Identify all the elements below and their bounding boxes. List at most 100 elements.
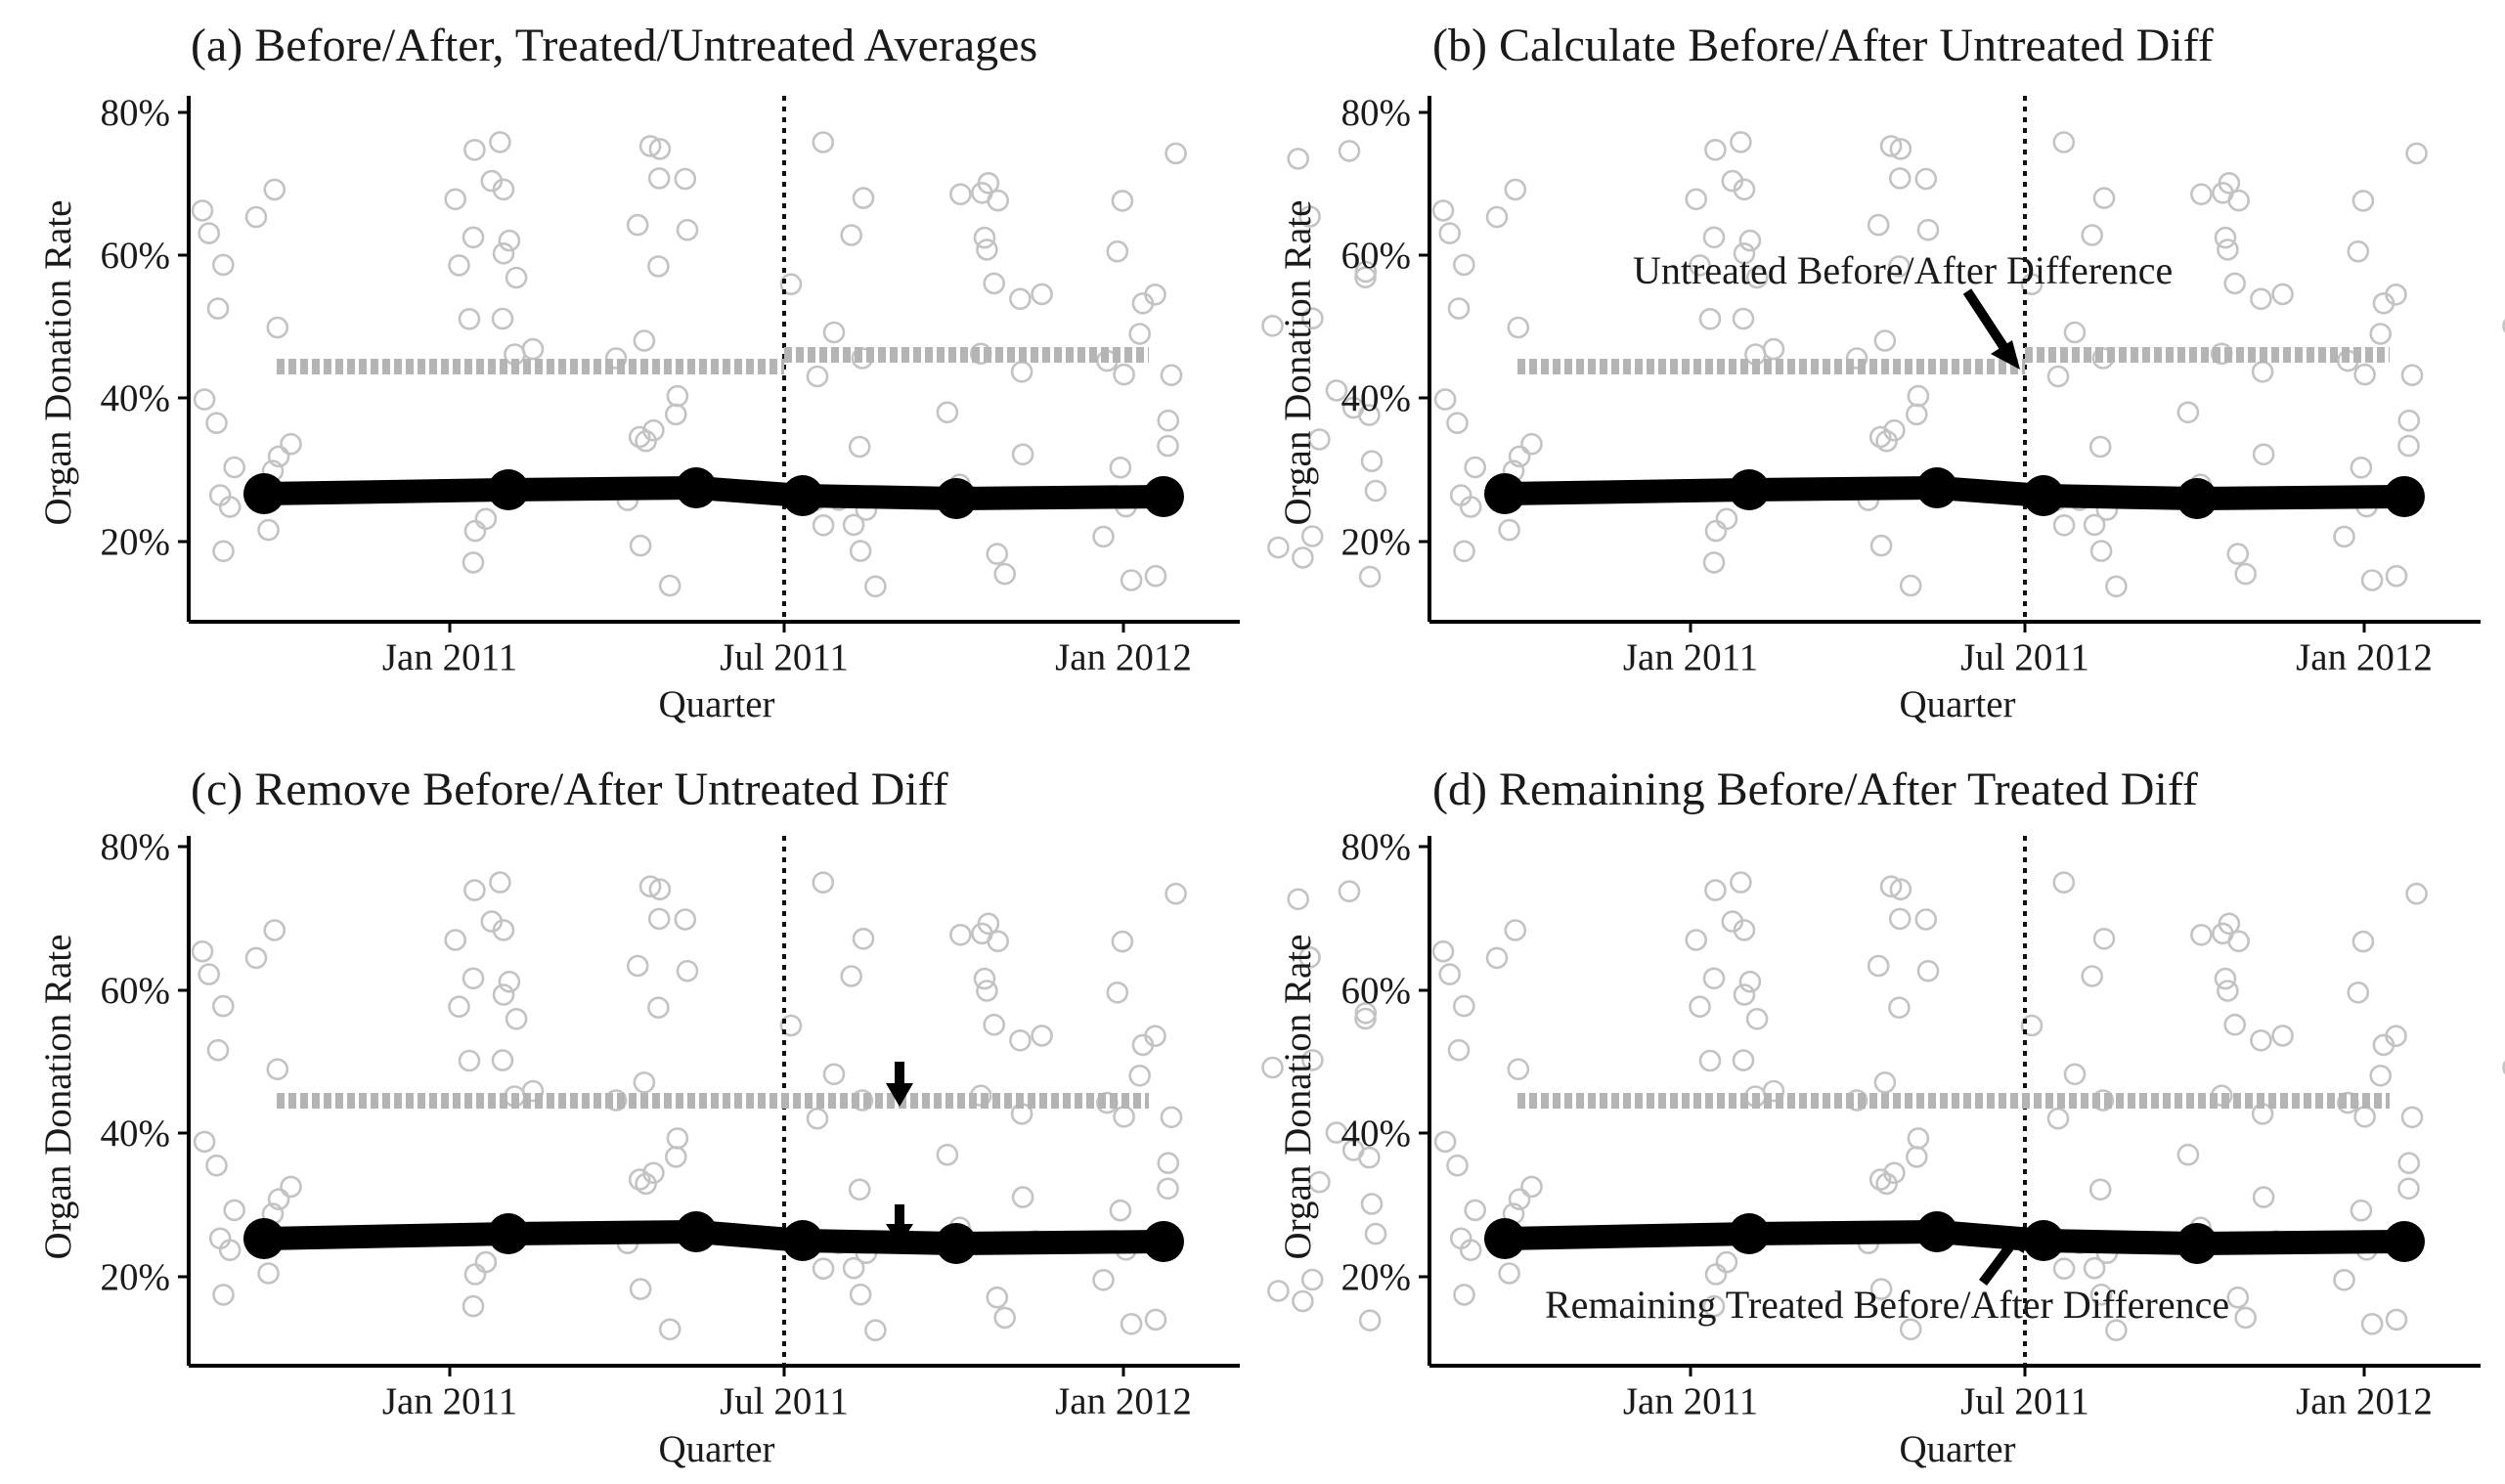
observation-point (1092, 525, 1115, 548)
observation-point (1868, 425, 1892, 449)
observation-point (2052, 131, 2076, 153)
panel-a-ytick-60: 60% (101, 235, 171, 277)
observation-point (461, 1294, 485, 1318)
observation-point (206, 1038, 230, 1062)
observation-point (976, 239, 998, 261)
observation-point (676, 218, 699, 241)
panel-a-treated-dot-6 (1143, 476, 1184, 517)
panel-d-ytick-60: 60% (1341, 970, 1412, 1012)
panel-b-treated-dot-6 (2384, 476, 2425, 517)
observation-point (1738, 970, 1762, 993)
observation-point (1732, 307, 1755, 330)
observation-point (266, 316, 289, 339)
observation-point (1906, 403, 1928, 426)
panel-d-ytick-80: 80% (1341, 826, 1412, 868)
observation-point (1431, 939, 1455, 963)
observation-point (1360, 1193, 1384, 1215)
observation-point (1498, 1262, 1520, 1285)
observation-point (1144, 283, 1166, 306)
observation-point (629, 1278, 652, 1300)
observation-point (1907, 384, 1930, 408)
observation-point (1906, 1146, 1928, 1168)
observation-point (1106, 981, 1129, 1004)
observation-point (822, 1063, 846, 1086)
observation-point (2360, 1313, 2384, 1335)
observation-point (1438, 222, 1461, 244)
panel-b-xtick-jan2012: Jan 2012 (2296, 636, 2433, 678)
observation-point (1888, 907, 1912, 931)
observation-point (936, 401, 959, 424)
observation-point (280, 1175, 302, 1199)
observation-point (1300, 525, 1324, 547)
observation-point (987, 189, 1010, 212)
panel-c-treated-dot-1 (243, 1218, 285, 1259)
observation-point (1267, 1280, 1290, 1302)
panel-b-treated-line-2 (1748, 476, 1938, 502)
panel-b-y-ticks: 20% 40% 60% 80% (1341, 92, 1429, 563)
observation-point (2405, 882, 2428, 905)
observation-point (2223, 272, 2246, 295)
observation-point (1733, 983, 1756, 1006)
observation-point (1157, 434, 1179, 458)
observation-point (1715, 1250, 1738, 1274)
observation-point (505, 1008, 528, 1030)
observation-point (491, 1049, 514, 1071)
observation-point (2353, 363, 2376, 386)
observation-point (1301, 307, 1324, 330)
observation-point (2351, 190, 2375, 212)
observation-point (2351, 930, 2375, 953)
panel-b-xtick-jan2011: Jan 2011 (1623, 636, 1758, 678)
panel-c-ytick-60: 60% (101, 970, 171, 1012)
panel-a-ytick-80: 80% (101, 92, 171, 134)
observation-point (1431, 199, 1455, 222)
panel-c-treated-dot-4 (782, 1220, 823, 1261)
observation-point (2369, 1065, 2392, 1087)
observation-point (206, 297, 230, 320)
panel-d-treated-dot-3 (1916, 1211, 1957, 1252)
observation-point (2176, 401, 2200, 424)
observation-point (489, 871, 511, 894)
panel-b-treated-dot-5 (2176, 478, 2218, 519)
observation-point (1144, 564, 1167, 588)
observation-point (474, 507, 498, 531)
panel-c: (c) Remove Before/After Untreated Diff O… (37, 764, 1387, 1470)
observation-point (1165, 882, 1187, 905)
panel-a-treated-dot-2 (488, 469, 529, 510)
observation-point (1092, 1269, 1115, 1291)
observation-point (1446, 412, 1469, 435)
observation-point (664, 1146, 687, 1168)
observation-point (864, 1319, 887, 1341)
panel-a-ylabel: Organ Donation Rate (37, 200, 79, 526)
observation-point (1446, 1154, 1469, 1177)
observation-point (674, 167, 697, 191)
panel-c-treated-dot-6 (1143, 1221, 1184, 1262)
observation-point (1721, 910, 1744, 933)
panel-d-treated-averages (1484, 1211, 2425, 1264)
observation-point (218, 496, 242, 518)
observation-point (949, 183, 972, 205)
observation-point (1702, 1294, 1726, 1318)
observation-point (1459, 1239, 1482, 1261)
panel-a-x-ticks: Jan 2011 Jul 2011 Jan 2012 (382, 622, 1192, 678)
observation-point (812, 513, 835, 537)
observation-point (1287, 148, 1309, 170)
observation-point (2250, 1029, 2272, 1052)
observation-point (626, 954, 649, 978)
observation-point (840, 965, 863, 987)
panel-d-xtick-jan2011: Jan 2011 (1623, 1380, 1758, 1422)
observation-point (463, 139, 486, 161)
observation-point (1364, 1222, 1387, 1245)
observation-point (638, 875, 662, 898)
observation-point (2176, 1143, 2200, 1166)
panel-b-xtick-jul2011: Jul 2011 (1960, 636, 2089, 678)
observation-point (2385, 283, 2407, 306)
observation-point (1689, 254, 1711, 277)
observation-point (2088, 435, 2112, 458)
observation-point (1732, 1049, 1755, 1071)
observation-point (2052, 871, 2076, 895)
panel-b-annotation-arrow (1962, 288, 2009, 351)
observation-point (1698, 307, 1722, 330)
observation-point (806, 1107, 829, 1130)
observation-point (448, 254, 470, 277)
observation-point (1157, 1177, 1179, 1200)
